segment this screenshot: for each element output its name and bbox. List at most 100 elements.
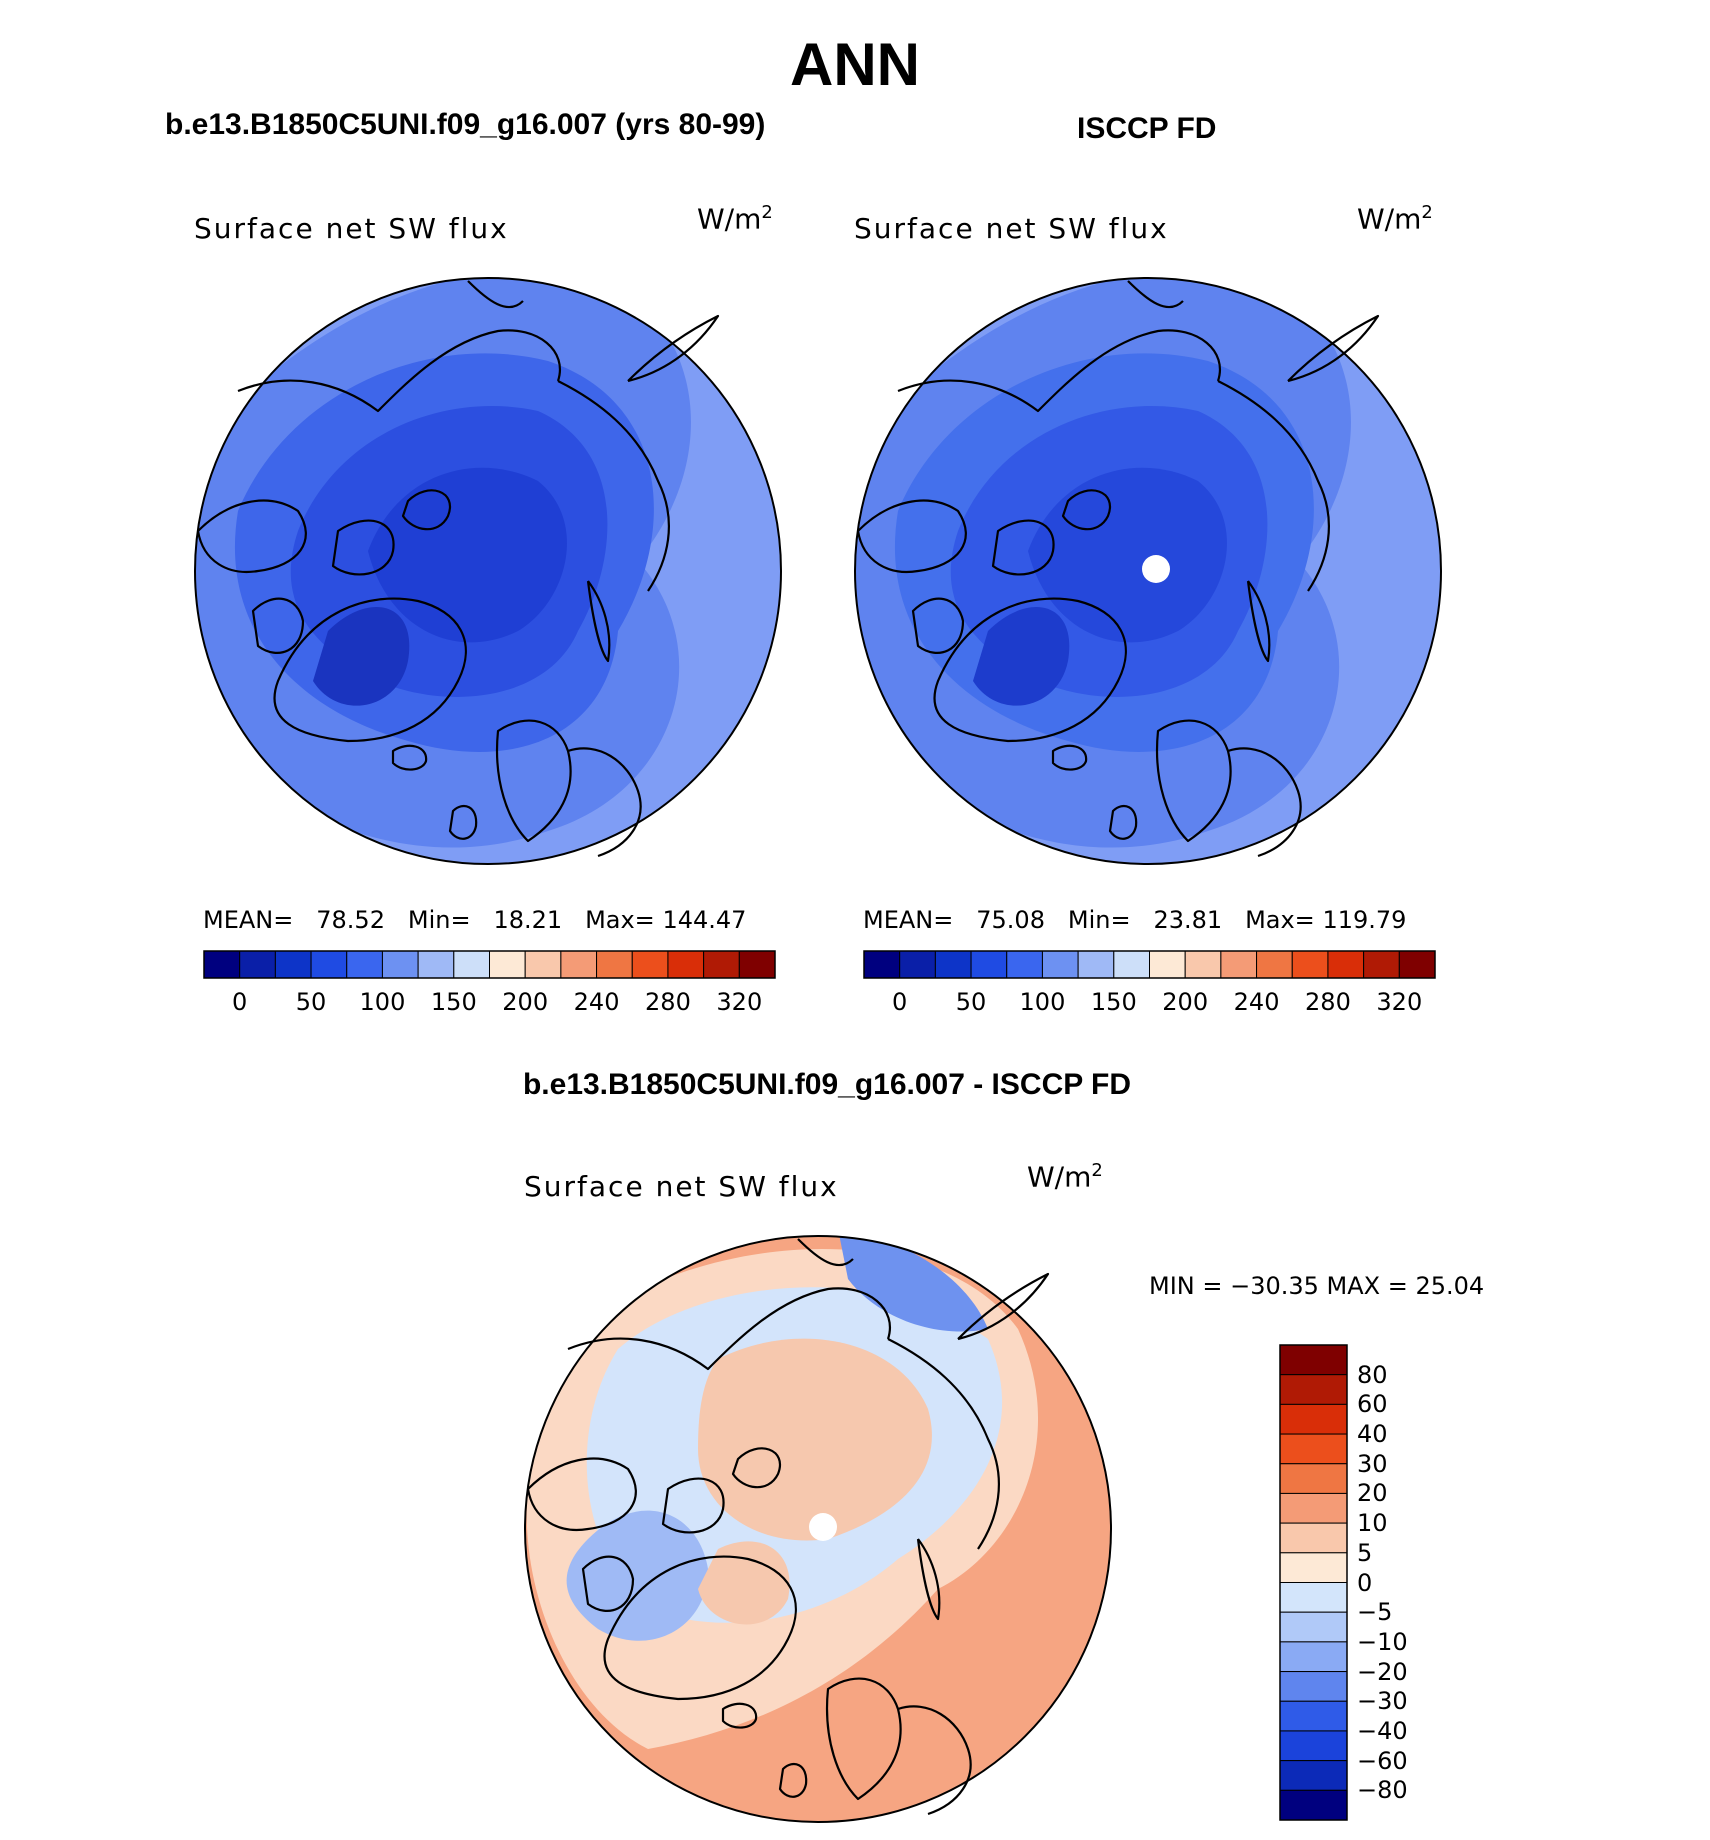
colorbar-diff-tick-5: 10 — [1357, 1509, 1388, 1538]
colorbar-diff-tick-9: −10 — [1357, 1627, 1408, 1656]
coastline-diff-13 — [797, 1238, 854, 1267]
coastline-model-9 — [391, 744, 428, 771]
coastline-obs-5 — [897, 329, 1221, 413]
colorbar-model-tick-1: 50 — [295, 988, 327, 1016]
coastline-model-10 — [448, 804, 478, 840]
coastline-obs-11 — [1246, 580, 1271, 663]
colorbar-obs-tick-6: 280 — [1305, 988, 1351, 1016]
panel-title-obs: ISCCP FD — [1077, 112, 1217, 145]
colorbar-diff-swatch-9 — [1279, 1611, 1348, 1643]
coastline-model-4 — [196, 499, 307, 574]
colorbar-obs-swatch-1 — [899, 950, 936, 979]
colorbar-obs-tick-0: 0 — [892, 988, 908, 1016]
coastlines — [196, 280, 1380, 1816]
map-model-border — [194, 277, 782, 865]
colorbar-obs-frame — [863, 950, 1436, 979]
coastline-model-7 — [495, 719, 572, 843]
coastline-obs — [856, 280, 1380, 858]
colorbar-model-tick-3: 150 — [430, 988, 477, 1016]
colorbar-obs-tick-1: 50 — [955, 988, 987, 1016]
colorbar-model-swatch-10 — [560, 950, 598, 979]
colorbar-diff-frame — [1279, 1344, 1348, 1821]
map-diff — [525, 1236, 1111, 1822]
coastline-obs-10 — [1108, 804, 1138, 840]
map-diff-border — [524, 1235, 1112, 1823]
colorbar-model-swatch-12 — [631, 950, 669, 979]
colorbar-model-tick-2: 100 — [359, 988, 406, 1016]
colorbar-model-swatch-3 — [310, 950, 348, 979]
colorbar-obs-tick-7: 320 — [1376, 988, 1423, 1016]
colorbar-diff-tick-11: −30 — [1357, 1687, 1408, 1716]
colorbar-obs-swatch-13 — [1327, 950, 1365, 979]
colorbar-model-tick-4: 200 — [502, 988, 549, 1016]
panel-title-diff: b.e13.B1850C5UNI.f09_g16.007 - ISCCP FD — [522, 1068, 1132, 1101]
coastline-diff-5 — [567, 1287, 891, 1371]
coastline-model-8 — [567, 747, 642, 858]
colorbar-diff-swatch-12 — [1279, 1700, 1348, 1732]
map-obs — [855, 278, 1441, 864]
coastline-diff-11 — [916, 1538, 941, 1621]
colorbar-obs-swatch-5 — [1041, 950, 1079, 979]
colorbar-model-swatch-11 — [596, 950, 633, 979]
coastline-obs-7 — [1155, 719, 1232, 843]
stats-diff: MIN = −30.35 MAX = 25.04 — [1149, 1272, 1485, 1300]
main-title: ANN — [790, 31, 920, 98]
colorbar-diff-swatch-8 — [1279, 1582, 1348, 1613]
plot-label-model: Surface net SW flux — [194, 212, 509, 245]
plot-label-obs: Surface net SW flux — [854, 212, 1169, 245]
stats-obs: MEAN= 75.08 Min= 23.81 Max= 119.79 — [863, 906, 1407, 934]
map-model-band-5 — [368, 467, 567, 643]
coastline-diff-3 — [581, 1555, 635, 1612]
coastline-diff-0 — [603, 1555, 797, 1701]
coastline-obs-4 — [856, 499, 967, 574]
colorbar-model-swatch-8 — [489, 950, 526, 979]
colorbar-diff-swatch-13 — [1279, 1730, 1348, 1762]
colorbar-obs-tick-3: 150 — [1090, 988, 1137, 1016]
colorbar-model-swatch-4 — [346, 950, 383, 979]
map-obs-band-6 — [973, 607, 1070, 706]
colorbar-obs-tick-5: 240 — [1233, 988, 1280, 1016]
colorbar-model-swatch-9 — [524, 950, 562, 979]
colorbar-diff-tick-14: −80 — [1357, 1776, 1408, 1805]
coastline-diff-9 — [721, 1702, 758, 1729]
colorbar-diff-swatch-14 — [1279, 1760, 1348, 1791]
coastline-diff-2 — [731, 1447, 781, 1489]
units-diff: W/m2 — [1027, 1160, 1103, 1194]
colorbar-model-frame — [203, 950, 776, 979]
map-diff-band-5 — [566, 1510, 708, 1641]
colorbar-obs-swatch-12 — [1291, 950, 1329, 979]
colorbar-obs-swatch-9 — [1184, 950, 1222, 979]
coastline-model-6 — [557, 380, 670, 592]
panel-title-model: b.e13.B1850C5UNI.f09_g16.007 (yrs 80-99) — [165, 108, 766, 141]
colorbar-model-tick-6: 280 — [645, 988, 691, 1016]
colorbar-obs-swatch-2 — [934, 950, 972, 979]
map-obs-border — [854, 277, 1442, 865]
coastline-diff-10 — [778, 1762, 808, 1798]
colorbar-diff-swatch-5 — [1279, 1492, 1348, 1524]
coastline-diff-6 — [887, 1338, 1000, 1550]
colorbar-model-tick-0: 0 — [232, 988, 248, 1016]
colorbar-diff — [1279, 1344, 1348, 1821]
units-obs: W/m2 — [1357, 202, 1433, 236]
coastline-diff — [526, 1238, 1050, 1816]
map-model-band-6 — [313, 607, 410, 706]
colorbar-diff-swatch-6 — [1279, 1522, 1348, 1554]
coastline-diff-7 — [825, 1677, 902, 1801]
coastline-diff-12 — [957, 1272, 1050, 1341]
colorbar-diff-tick-13: −60 — [1357, 1746, 1408, 1775]
map-obs-missing-data — [1142, 555, 1170, 583]
colorbar-model-swatch-0 — [203, 950, 241, 979]
colorbar-diff-swatch-3 — [1279, 1433, 1348, 1465]
colorbar-diff-tick-6: 5 — [1357, 1538, 1373, 1567]
map-diff-missing-data — [809, 1513, 837, 1541]
map-obs-band-5 — [1028, 467, 1227, 643]
coastline-diff-4 — [526, 1457, 637, 1532]
colorbar-model — [203, 950, 776, 979]
map-model — [195, 278, 781, 864]
colorbar-obs-swatch-0 — [863, 950, 901, 979]
coastline-obs-13 — [1127, 280, 1184, 309]
coastline-model-3 — [251, 597, 305, 654]
coastline-obs-6 — [1217, 380, 1330, 592]
colorbar-model-tick-7: 320 — [716, 988, 763, 1016]
colorbar-diff-swatch-2 — [1279, 1403, 1348, 1435]
